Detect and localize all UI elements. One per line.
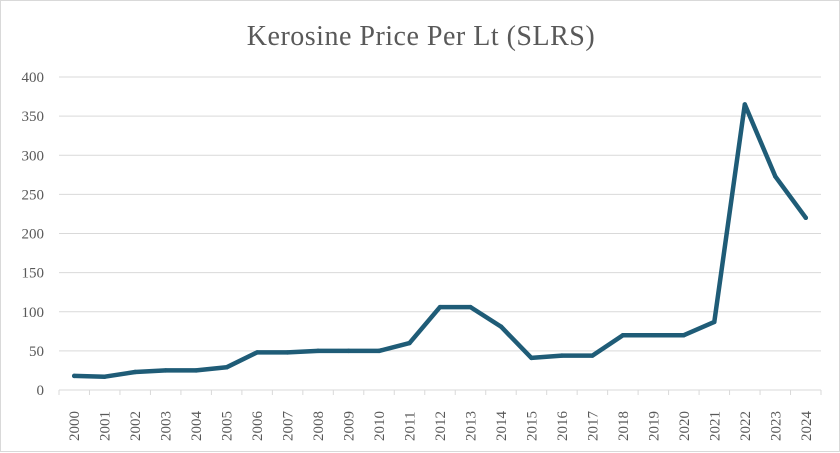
data-point-2003 <box>163 368 168 373</box>
x-tick-label: 2010 <box>372 411 388 441</box>
data-point-2002 <box>133 369 138 375</box>
data-point-2022 <box>742 102 747 107</box>
data-point-2010 <box>376 348 382 354</box>
data-point-2023 <box>773 174 778 179</box>
x-tick-label: 2000 <box>67 411 83 441</box>
data-point-2018 <box>620 333 626 338</box>
data-point-2021 <box>712 319 717 325</box>
x-tick-label: 2011 <box>403 412 419 441</box>
x-tick-label: 2007 <box>281 411 297 442</box>
y-axis-ticks: 0 50 100 150 200 250 300 350 400 <box>22 70 45 399</box>
data-point-2016 <box>559 353 565 358</box>
series-group <box>71 102 809 379</box>
data-point-2013 <box>468 304 473 310</box>
x-tick-label: 2020 <box>677 411 693 441</box>
x-tick-label: 2006 <box>250 411 266 442</box>
y-tick-label: 200 <box>22 227 45 243</box>
gridlines <box>58 76 822 395</box>
y-tick-label: 350 <box>22 109 45 125</box>
y-tick-label: 400 <box>22 70 45 86</box>
data-point-2024 <box>803 215 808 221</box>
data-point-2001 <box>102 374 107 379</box>
x-tick-label: 2021 <box>707 411 723 441</box>
data-point-2005 <box>224 365 229 370</box>
y-tick-label: 50 <box>29 344 44 360</box>
x-tick-label: 2015 <box>524 411 540 441</box>
x-axis-ticks: 2000 2001 2002 2003 2004 2005 2006 2007 2008 2009… <box>67 411 815 442</box>
y-tick-label: 150 <box>22 266 45 282</box>
y-tick-label: 0 <box>37 383 45 399</box>
x-tick-label: 2004 <box>189 411 205 442</box>
x-tick-label: 2001 <box>98 411 114 441</box>
y-tick-label: 250 <box>22 187 45 203</box>
x-tick-label: 2014 <box>494 411 510 441</box>
x-tick-label: 2023 <box>768 411 784 441</box>
x-tick-label: 2024 <box>799 411 815 442</box>
x-tick-label: 2003 <box>159 411 175 441</box>
data-point-2011 <box>407 340 412 346</box>
data-point-2012 <box>437 304 443 310</box>
x-tick-label: 2008 <box>311 411 327 441</box>
data-point-2000 <box>72 373 77 379</box>
data-point-2006 <box>254 350 260 355</box>
x-tick-label: 2013 <box>463 411 479 441</box>
data-point-2009 <box>346 348 351 354</box>
data-point-2020 <box>681 333 687 338</box>
data-point-2015 <box>529 355 534 361</box>
data-point-2007 <box>285 350 290 355</box>
series-line <box>71 102 809 379</box>
data-point-2017 <box>590 353 595 358</box>
data-point-2004 <box>193 368 199 373</box>
x-tick-label: 2016 <box>555 411 571 442</box>
x-tick-label: 2012 <box>433 411 449 441</box>
chart-title: Kerosine Price Per Lt (SLRS) <box>246 21 596 52</box>
x-tick-label: 2017 <box>585 411 601 442</box>
x-tick-label: 2009 <box>342 411 358 441</box>
y-tick-label: 300 <box>22 148 45 164</box>
x-tick-label: 2005 <box>220 411 236 441</box>
data-point-2014 <box>498 324 504 329</box>
x-tick-label: 2019 <box>646 411 662 441</box>
data-point-2008 <box>315 348 321 354</box>
data-point-2019 <box>651 333 656 338</box>
x-tick-label: 2018 <box>616 411 632 441</box>
x-tick-label: 2022 <box>738 411 754 441</box>
x-tick-label: 2002 <box>128 411 144 441</box>
y-tick-label: 100 <box>22 305 45 321</box>
